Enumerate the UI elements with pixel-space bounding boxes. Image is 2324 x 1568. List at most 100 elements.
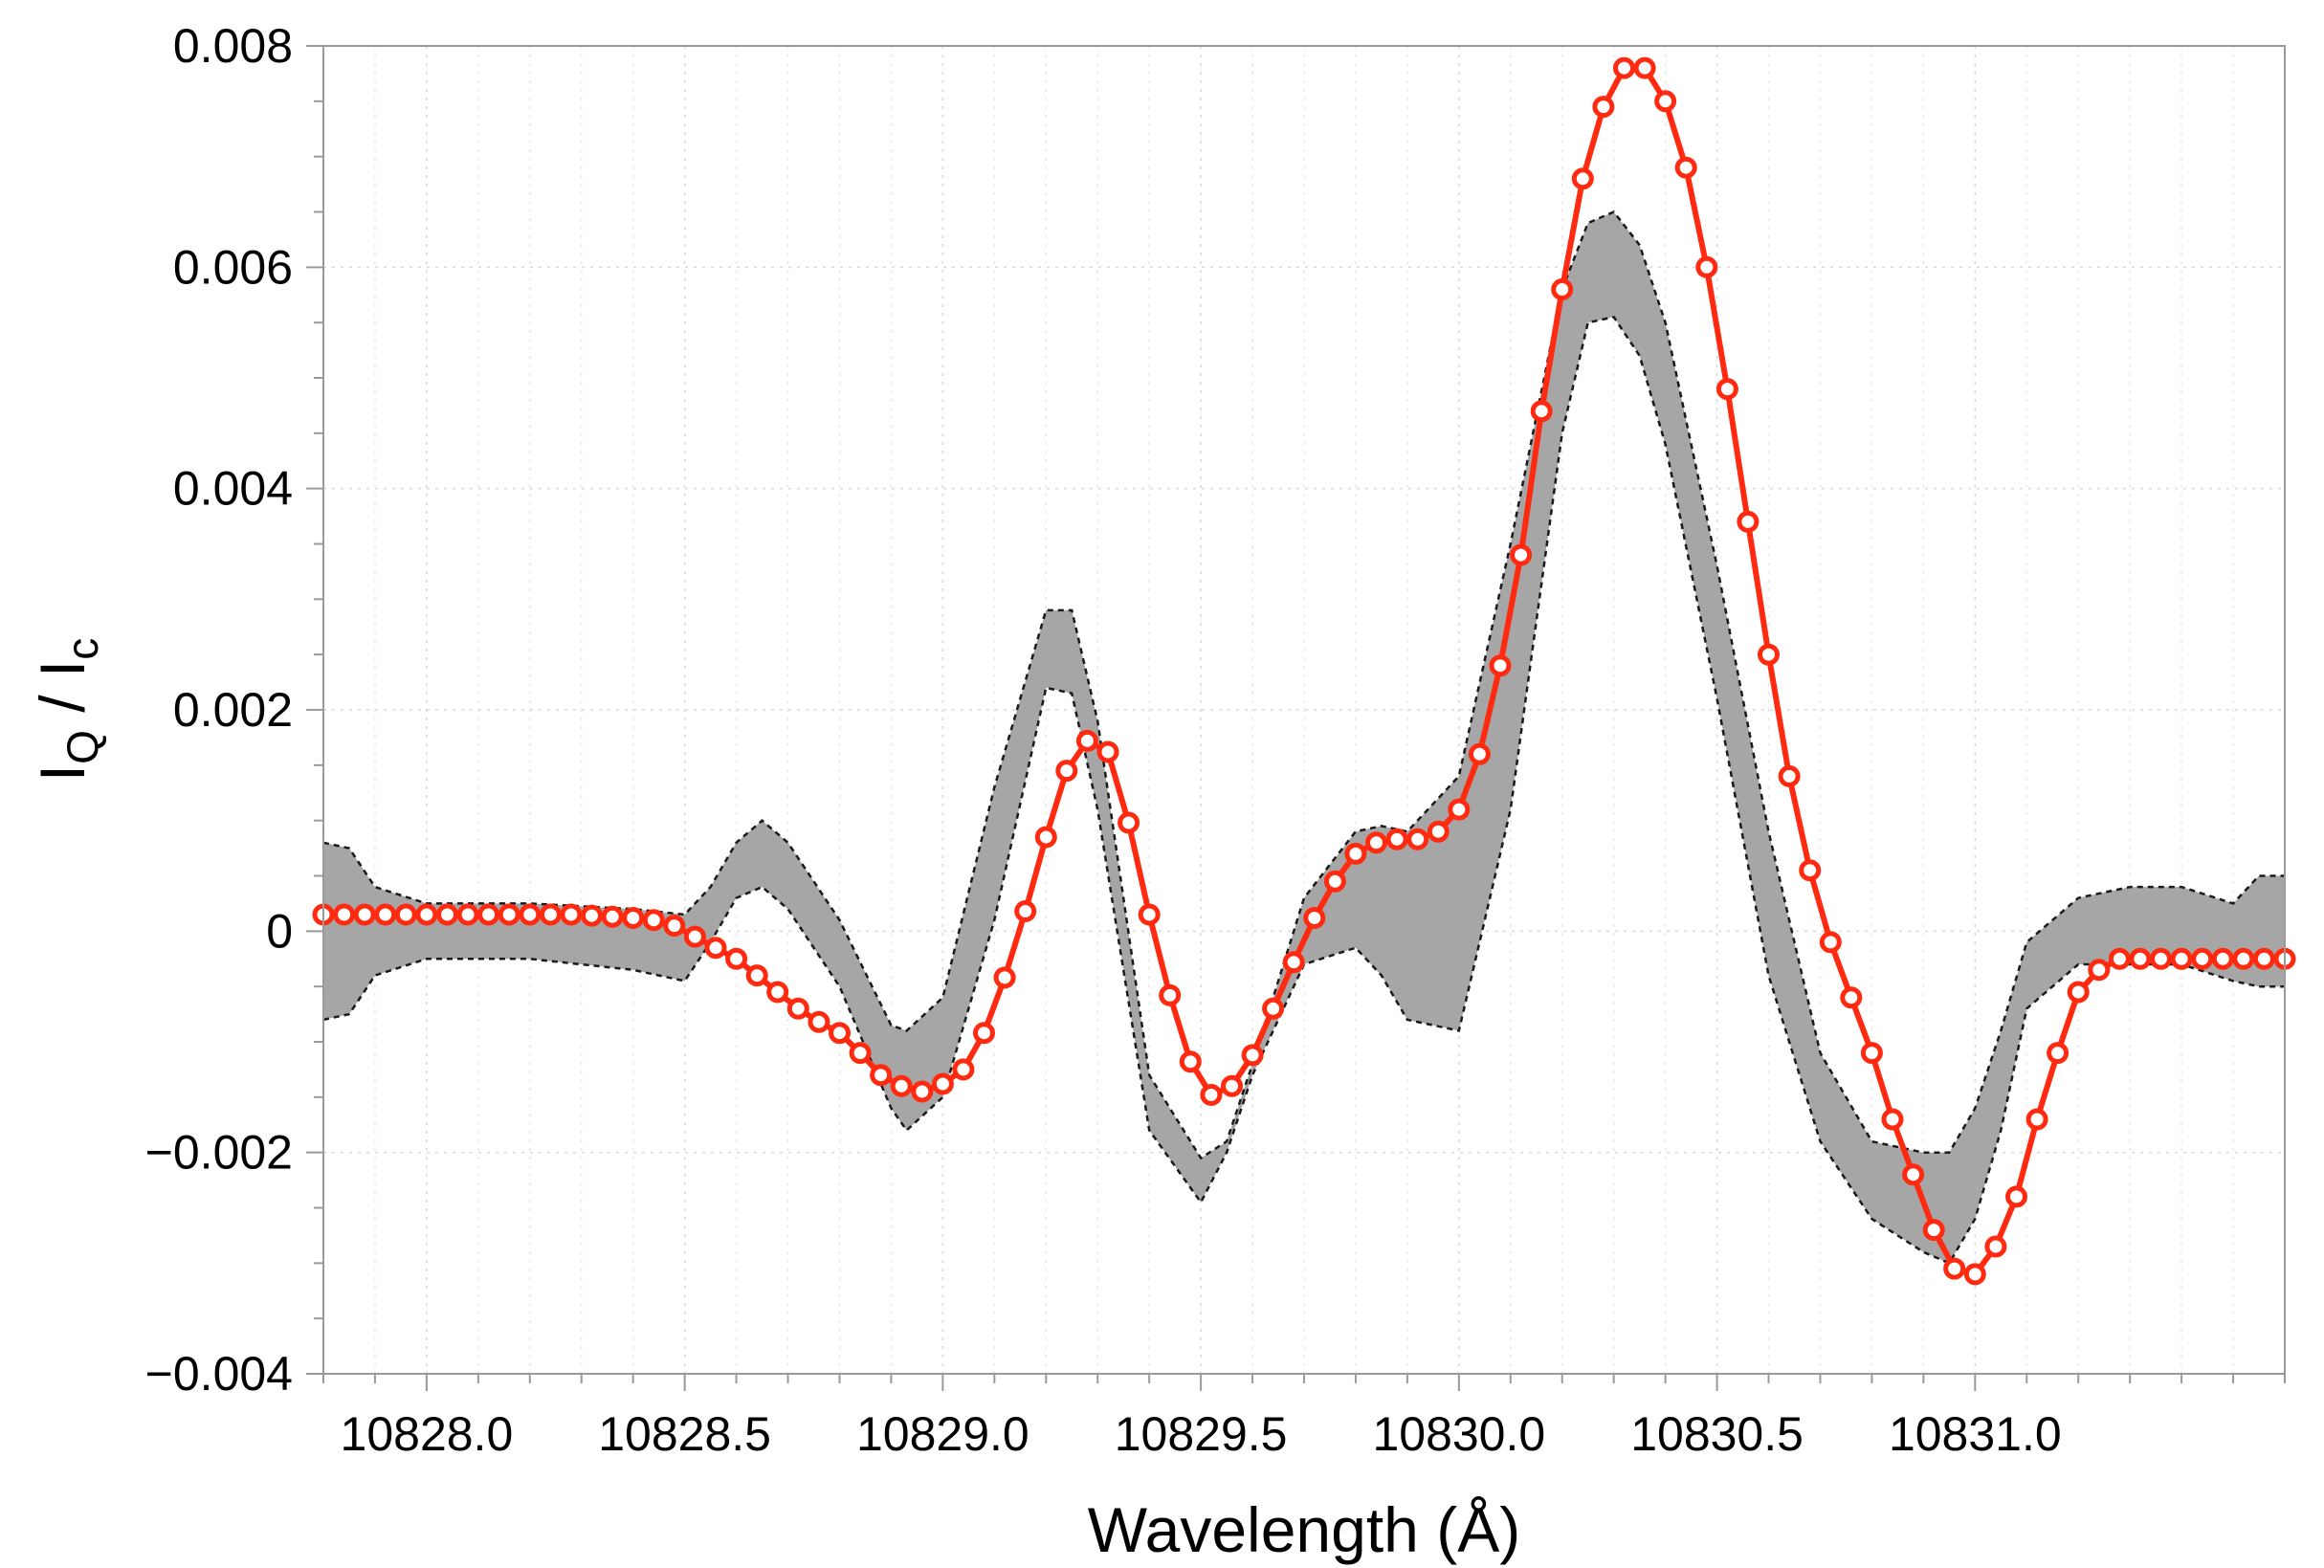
band-upper-edge — [322, 210, 2285, 1160]
x-tick-label: 10828.0 — [341, 1407, 514, 1461]
data-point — [1530, 400, 1553, 423]
data-point — [993, 966, 1016, 989]
data-point — [539, 903, 562, 926]
data-point — [353, 903, 376, 926]
data-point — [1489, 654, 1512, 677]
data-point — [1406, 828, 1429, 850]
data-point — [1984, 1235, 2007, 1258]
data-point — [1303, 907, 1326, 929]
data-point — [1468, 742, 1491, 765]
y-axis-title: IQ / Ic — [27, 638, 107, 782]
data-point — [1323, 870, 1346, 893]
data-point — [622, 907, 645, 929]
x-tick-label: 10828.5 — [598, 1407, 771, 1461]
data-point — [1840, 986, 1863, 1009]
y-axis-title-main: I — [27, 764, 98, 782]
band-lower-edge — [322, 315, 2285, 1265]
data-point — [1778, 764, 1801, 787]
data-point — [725, 947, 748, 970]
data-point — [1592, 96, 1615, 119]
data-point — [952, 1058, 975, 1081]
data-point — [1654, 90, 1677, 113]
uncertainty-band-layer — [322, 210, 2285, 1265]
data-point — [1179, 1050, 1202, 1073]
data-point — [2191, 947, 2214, 970]
data-point — [1758, 643, 1780, 666]
data-point — [1902, 1163, 1925, 1186]
y-tick-label: 0.002 — [173, 683, 293, 737]
data-point — [436, 903, 458, 926]
data-point — [1613, 56, 1635, 79]
data-point — [581, 904, 603, 927]
data-point — [642, 909, 665, 932]
uncertainty-band — [323, 211, 2285, 1264]
data-point — [1014, 900, 1037, 922]
data-point — [2211, 947, 2234, 970]
data-point — [2005, 1185, 2027, 1208]
data-point — [1241, 1044, 1264, 1067]
y-tick-label: −0.002 — [145, 1126, 293, 1180]
data-point — [2232, 947, 2255, 970]
data-point — [1571, 167, 1594, 190]
data-point — [2067, 981, 2090, 1004]
y-tick-label: 0 — [266, 904, 293, 958]
data-point — [1055, 760, 1078, 783]
data-point — [663, 915, 686, 938]
data-point — [931, 1072, 954, 1095]
data-point — [394, 903, 417, 926]
data-point — [2170, 947, 2193, 970]
data-point — [519, 903, 542, 926]
data-point — [2025, 1108, 2048, 1131]
y-tick-label: 0.004 — [173, 462, 293, 516]
data-point — [766, 981, 789, 1004]
x-tick-label: 10829.5 — [1115, 1407, 1288, 1461]
y-tick-label: 0.008 — [173, 19, 293, 73]
y-tick-label: −0.004 — [145, 1347, 293, 1401]
data-point — [704, 937, 727, 960]
data-point — [1715, 378, 1738, 401]
data-point — [2108, 947, 2131, 970]
data-point — [911, 1080, 934, 1103]
data-point — [786, 997, 809, 1020]
data-point — [1448, 798, 1471, 821]
series-layer — [312, 56, 2296, 1286]
data-point — [1344, 842, 1367, 865]
data-point — [1138, 903, 1161, 926]
data-point — [829, 1022, 851, 1045]
data-point — [1096, 740, 1119, 763]
data-point — [1819, 931, 1842, 954]
data-point — [2088, 959, 2111, 982]
data-point — [560, 903, 583, 926]
y-axis-title-sub-c: c — [57, 638, 107, 660]
data-point — [2129, 947, 2152, 970]
data-point — [1221, 1074, 1243, 1097]
data-point — [333, 903, 356, 926]
data-point — [1385, 828, 1408, 850]
data-point — [1200, 1084, 1223, 1106]
x-tick-label: 10830.0 — [1372, 1407, 1545, 1461]
data-point — [601, 905, 624, 928]
data-point — [477, 903, 500, 926]
data-point — [1633, 56, 1656, 79]
data-point — [1365, 831, 1387, 854]
data-point — [1881, 1108, 1904, 1131]
data-point — [890, 1074, 913, 1097]
data-point — [1282, 951, 1305, 974]
data-point — [1262, 997, 1285, 1020]
data-point — [1922, 1219, 1945, 1242]
data-point — [415, 903, 438, 926]
data-point — [849, 1042, 872, 1065]
x-tick-label: 10830.5 — [1630, 1407, 1804, 1461]
data-point — [973, 1022, 995, 1045]
data-point — [870, 1064, 893, 1087]
data-point — [683, 925, 706, 948]
data-point — [1551, 278, 1574, 300]
data-point — [1963, 1263, 1986, 1286]
grid-layer — [322, 46, 2286, 1374]
x-axis-title: Wavelength (Å) — [1088, 1494, 1520, 1565]
data-point — [374, 903, 397, 926]
y-axis-title-sep: / I — [27, 660, 98, 730]
data-point — [1737, 510, 1760, 533]
data-point — [2047, 1042, 2069, 1065]
